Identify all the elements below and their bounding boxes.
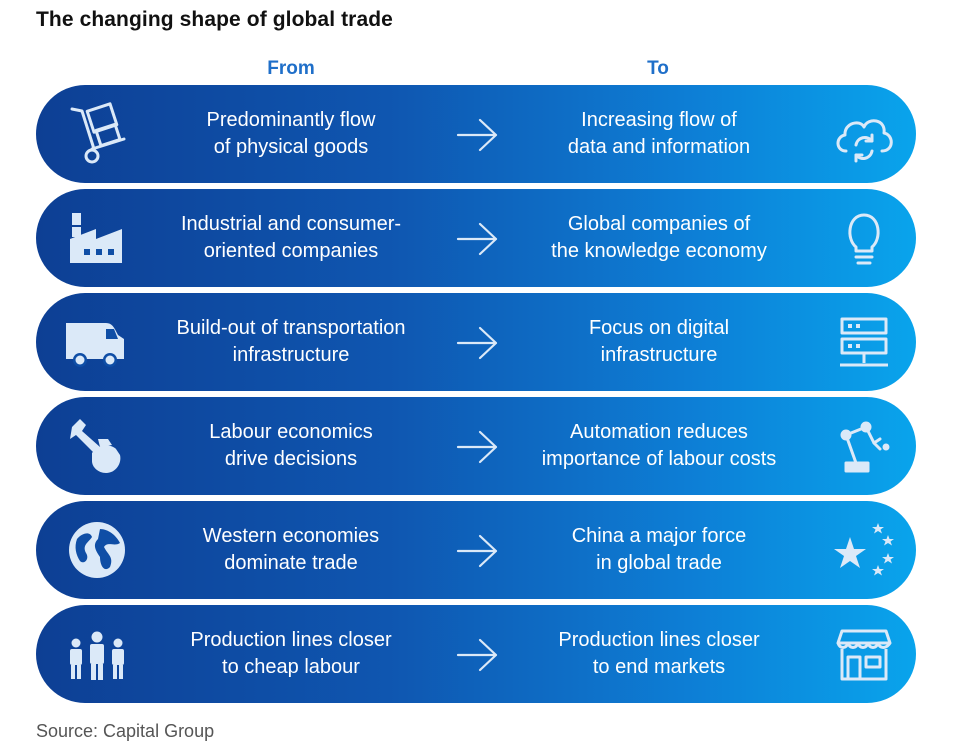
robot-arm-icon: [832, 417, 896, 477]
from-text: Build-out of transportation infrastructu…: [176, 317, 406, 366]
hand-wrench-icon: [62, 413, 132, 479]
to-text: China a major force in global trade: [571, 525, 747, 574]
to-column-header: To: [647, 58, 669, 79]
arrow-right-icon: [456, 533, 500, 569]
server-rack-icon: [832, 313, 896, 373]
lightbulb-icon: [832, 209, 896, 269]
stars-icon: [832, 521, 896, 581]
page-title: The changing shape of global trade: [36, 8, 393, 31]
to-text: Focus on digital infrastructure: [588, 317, 730, 366]
transition-rows: Predominantly flow of physical goods Inc…: [36, 85, 916, 709]
storefront-icon: [832, 625, 896, 685]
transition-row: Predominantly flow of physical goods Inc…: [36, 85, 916, 183]
from-text: Labour economics drive decisions: [209, 421, 373, 470]
to-text: Increasing flow of data and information: [567, 109, 751, 158]
delivery-van-icon: [62, 309, 132, 375]
transition-row: Build-out of transportation infrastructu…: [36, 293, 916, 391]
transition-row: Industrial and consumer- oriented compan…: [36, 189, 916, 287]
transition-row: Labour economics drive decisions Automat…: [36, 397, 916, 495]
hand-truck-icon: [62, 101, 132, 167]
source-note: Source: Capital Group: [36, 721, 215, 741]
to-text: Production lines closer to end markets: [558, 629, 760, 678]
globe-icon: [62, 517, 132, 583]
to-text: Global companies of the knowledge econom…: [551, 213, 767, 262]
to-text: Automation reduces importance of labour …: [541, 421, 777, 470]
arrow-right-icon: [456, 117, 500, 153]
arrow-right-icon: [456, 637, 500, 673]
from-text: Production lines closer to cheap labour: [190, 629, 392, 678]
workers-icon: [62, 621, 132, 687]
arrow-right-icon: [456, 325, 500, 361]
cloud-sync-icon: [832, 105, 896, 165]
from-column-header: From: [267, 58, 315, 79]
from-text: Western economies dominate trade: [202, 525, 380, 574]
arrow-right-icon: [456, 221, 500, 257]
transition-row: Western economies dominate trade China a…: [36, 501, 916, 599]
from-text: Industrial and consumer- oriented compan…: [180, 213, 402, 262]
transition-row: Production lines closer to cheap labour …: [36, 605, 916, 703]
from-text: Predominantly flow of physical goods: [206, 109, 376, 158]
factory-icon: [62, 205, 132, 271]
arrow-right-icon: [456, 429, 500, 465]
